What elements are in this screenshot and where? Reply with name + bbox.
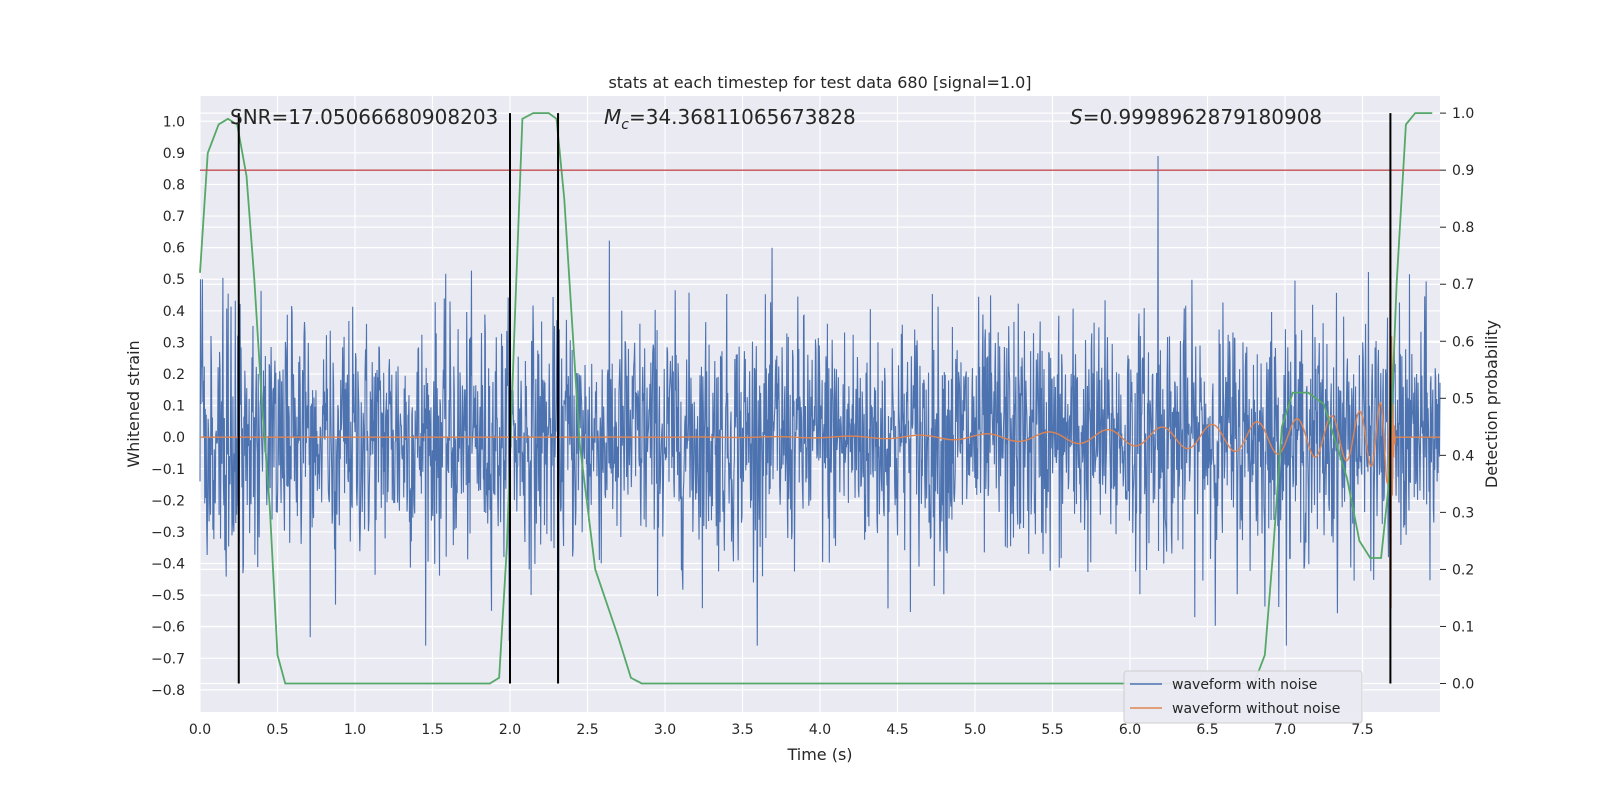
x-tick-label: 4.5 (886, 722, 908, 738)
y-tick-label: 0.5 (163, 272, 185, 288)
y-tick-label: 0.4 (163, 304, 185, 320)
x-tick-label: 7.5 (1351, 722, 1373, 738)
y-tick-label: −0.1 (151, 462, 185, 478)
y-right-tick-label: 0.2 (1452, 562, 1474, 578)
y-tick-label: −0.6 (151, 620, 185, 636)
y-tick-label: −0.8 (151, 683, 185, 699)
y-axis-ticks: 1.0 0.9 0.8 0.7 0.6 0.5 0.4 0.3 0.2 0.1 0.0 −0.1 −0.… (151, 114, 185, 699)
chart-title: stats at each timestep for test data 680… (608, 73, 1031, 92)
y-tick-label: 0.3 (163, 335, 185, 351)
score-symbol: S (1070, 105, 1083, 129)
y-axis-label: Whitened strain (124, 340, 143, 467)
series-detection-probability (199, 112, 1433, 685)
y-right-tick-label: 0.9 (1452, 163, 1474, 179)
line-detection-probability (199, 112, 1433, 685)
y-tick-label: −0.4 (151, 557, 185, 573)
y-right-tick-label: 0.7 (1452, 277, 1474, 293)
chirp-mass-subscript: c (621, 117, 629, 133)
y-tick-label: 0.0 (163, 430, 185, 446)
y-right-axis-label: Detection probability (1482, 320, 1501, 488)
y-right-tick-label: 0.4 (1452, 448, 1474, 464)
y-right-tick-label: 0.6 (1452, 334, 1474, 350)
x-tick-label: 0.0 (189, 722, 211, 738)
y-tick-label: −0.2 (151, 493, 185, 509)
chirp-mass-symbol: M (604, 105, 621, 129)
y-right-tick-label: 0.0 (1452, 676, 1474, 692)
x-tick-label: 1.5 (421, 722, 443, 738)
y-tick-label: 0.1 (163, 399, 185, 415)
y-tick-label: −0.7 (151, 651, 185, 667)
legend-label-with-noise: waveform with noise (1172, 677, 1317, 693)
overlay-lines (200, 113, 1440, 684)
line-waveform-with-noise (199, 156, 1441, 646)
y-tick-label: 0.8 (163, 177, 185, 193)
y-tick-label: 0.7 (163, 209, 185, 225)
y-right-tick-label: 0.3 (1452, 505, 1474, 521)
x-tick-label: 1.0 (344, 722, 366, 738)
line-waveform-without-noise (200, 152, 1440, 609)
y-right-tick-label: 0.8 (1452, 220, 1474, 236)
x-tick-label: 4.0 (809, 722, 831, 738)
legend-box (1123, 670, 1363, 724)
y-tick-label: −0.5 (151, 588, 185, 604)
x-tick-label: 0.5 (266, 722, 288, 738)
x-tick-label: 3.0 (654, 722, 676, 738)
snr-annotation: SNR=17.05066680908203 (230, 105, 498, 129)
score-value: =0.9998962879180908 (1083, 105, 1322, 129)
x-tick-label: 2.0 (499, 722, 521, 738)
series-waveform-with-noise (199, 156, 1441, 646)
y-tick-label: −0.3 (151, 525, 185, 541)
detection-score-annotation: S=0.9998962879180908 (1070, 105, 1322, 129)
y-right-tick-label: 0.5 (1452, 391, 1474, 407)
x-tick-label: 6.0 (1119, 722, 1141, 738)
chirp-mass-annotation: Mc=34.36811065673828 (604, 105, 856, 133)
x-axis-ticks: 0.0 0.5 1.0 1.5 2.0 2.5 3.0 3.5 4.0 4.5 5.0 5.5 6.0 6… (189, 722, 1374, 738)
y-tick-label: 1.0 (163, 114, 185, 130)
x-tick-label: 5.5 (1041, 722, 1063, 738)
chirp-mass-value: =34.36811065673828 (629, 105, 856, 129)
legend-label-without-noise: waveform without noise (1172, 701, 1340, 717)
y-right-tick-label: 0.1 (1452, 619, 1474, 635)
y-tick-label: 0.2 (163, 367, 185, 383)
series-waveform-without-noise (200, 152, 1440, 609)
legend: waveform with noise waveform without noi… (1123, 670, 1363, 724)
x-tick-label: 3.5 (731, 722, 753, 738)
y-tick-label: 0.6 (163, 241, 185, 257)
x-tick-label: 6.5 (1196, 722, 1218, 738)
y-right-tick-label: 1.0 (1452, 106, 1474, 122)
y-right-axis-ticks: 1.0 0.9 0.8 0.7 0.6 0.5 0.4 0.3 0.2 0.1 0.0 (1440, 106, 1474, 692)
x-tick-label: 5.0 (964, 722, 986, 738)
x-tick-label: 2.5 (576, 722, 598, 738)
x-tick-label: 7.0 (1274, 722, 1296, 738)
y-tick-label: 0.9 (163, 146, 185, 162)
x-axis-label: Time (s) (786, 745, 852, 764)
